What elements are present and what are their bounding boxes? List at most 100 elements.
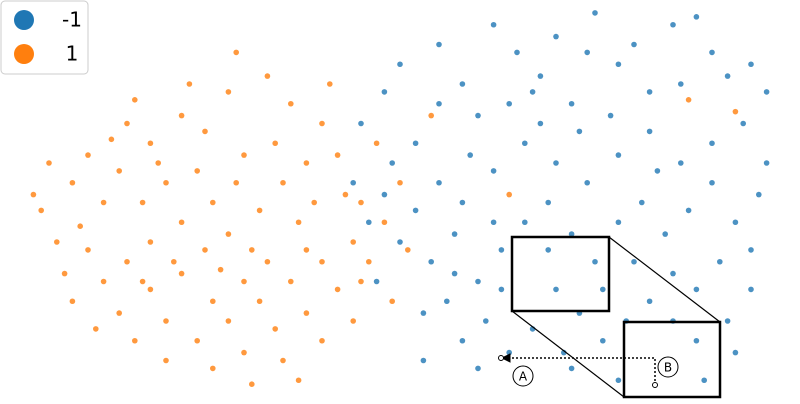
point (132, 337, 138, 344)
point (77, 223, 83, 229)
point (350, 318, 357, 324)
point (483, 318, 489, 324)
point (405, 247, 411, 253)
point (709, 140, 715, 147)
point (358, 120, 364, 127)
point (334, 286, 341, 293)
point (256, 298, 263, 305)
point (100, 199, 107, 206)
point (553, 160, 559, 166)
point (670, 270, 676, 277)
legend-marker (14, 10, 34, 30)
point (139, 199, 146, 206)
point (225, 231, 232, 237)
point (194, 337, 200, 344)
point (319, 120, 325, 127)
point (600, 337, 606, 344)
point (498, 247, 505, 253)
point (420, 357, 427, 364)
point (654, 168, 661, 174)
point (210, 365, 216, 372)
point (100, 278, 107, 285)
point (342, 191, 349, 198)
point (724, 318, 731, 324)
point (685, 207, 692, 214)
point (147, 286, 154, 293)
point (202, 128, 208, 135)
point (389, 298, 396, 305)
point (155, 160, 161, 166)
point (381, 89, 388, 95)
point (225, 318, 232, 324)
point (202, 247, 208, 253)
point (256, 207, 263, 214)
arrow-head (500, 353, 511, 363)
point (358, 199, 364, 206)
point (69, 298, 76, 305)
point (475, 112, 481, 119)
annotation-b: B (664, 361, 672, 375)
point (506, 191, 512, 198)
point (631, 258, 637, 265)
point (592, 10, 598, 16)
point (163, 318, 169, 324)
point (475, 278, 481, 285)
point (295, 219, 302, 226)
point (303, 310, 310, 316)
point (490, 168, 497, 174)
point (124, 258, 130, 265)
zoom-connector (511, 310, 625, 398)
zoom-target-box (622, 320, 722, 399)
point (132, 97, 138, 103)
point (662, 231, 668, 237)
point (241, 349, 247, 356)
annotation-a: A (519, 370, 528, 384)
point (646, 298, 653, 305)
point (545, 199, 551, 206)
point (506, 100, 512, 107)
point (748, 247, 754, 253)
point (584, 49, 590, 56)
point (366, 258, 372, 265)
point (225, 89, 232, 95)
point (592, 258, 598, 265)
point (303, 247, 310, 253)
point (178, 112, 185, 119)
point (631, 41, 637, 48)
point (451, 231, 458, 237)
point (740, 120, 746, 127)
point (249, 247, 255, 253)
zoom-source-box (510, 235, 611, 313)
point (436, 100, 442, 107)
point (646, 89, 653, 95)
point (412, 207, 419, 214)
point (38, 207, 44, 214)
point (334, 152, 341, 158)
point (412, 140, 419, 147)
point (116, 310, 122, 316)
point (319, 258, 325, 265)
point (397, 179, 403, 186)
point (436, 179, 442, 186)
point (178, 219, 185, 226)
point (163, 357, 169, 364)
point (436, 41, 442, 48)
point (288, 100, 294, 107)
point (615, 377, 622, 384)
point (600, 286, 606, 293)
point (475, 365, 481, 372)
point (350, 239, 357, 245)
point (381, 191, 388, 198)
zoom-inset (498, 235, 722, 399)
point-a-marker (498, 355, 504, 361)
point (280, 179, 286, 186)
point (615, 219, 622, 226)
point (553, 33, 559, 40)
point (147, 140, 154, 147)
point (241, 278, 247, 285)
legend: -11 (0, 0, 89, 75)
point (568, 100, 575, 107)
point (30, 191, 37, 198)
point (233, 179, 239, 186)
